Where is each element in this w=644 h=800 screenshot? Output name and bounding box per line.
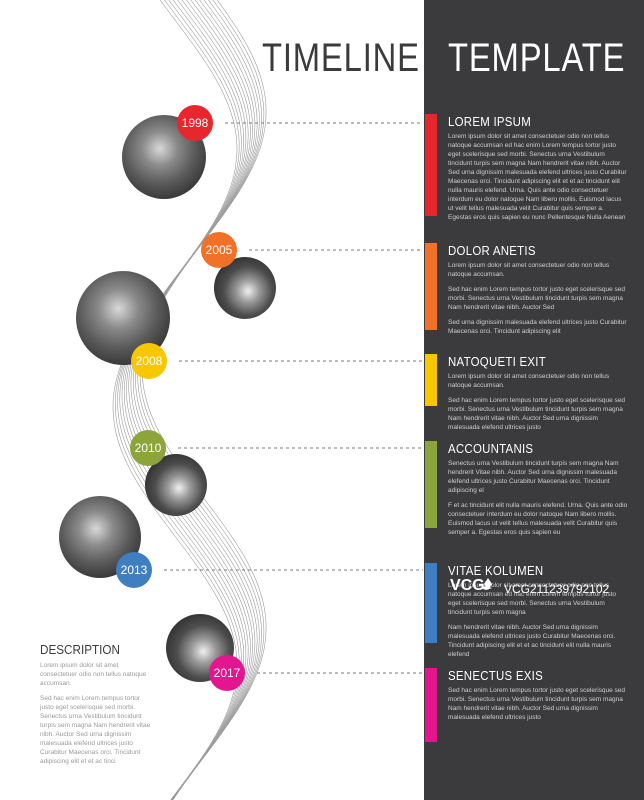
photo-circles	[59, 115, 276, 682]
year-badge-1998: 1998	[177, 105, 213, 141]
wave-line	[121, 0, 247, 800]
watermark-text: VCG211239792102	[504, 582, 610, 596]
entry-text: Lorem ipsum dolor sit amet consectetuer …	[448, 582, 617, 616]
entry-title: ACCOUNTANIS	[448, 441, 534, 456]
color-bar-2	[425, 243, 437, 330]
entry-title: DOLOR ANETIS	[448, 243, 536, 258]
entry-text: Nam hendrerit vitae nibh. Auctor Sed urn…	[448, 624, 616, 658]
description-block: DESCRIPTION Lorem ipsum dolor sit amet c…	[40, 642, 152, 772]
year-badge-2010: 2010	[130, 430, 166, 466]
entry-title: LOREM IPSUM	[448, 114, 532, 129]
color-bar-4	[425, 441, 437, 528]
entry-3: NATOQUETI EXIT Lorem ipsum dolor sit ame…	[448, 354, 628, 438]
entry-text: Lorem ipsum dolor sit amet consectetuer …	[448, 373, 610, 389]
entry-text: Lorem ipsum dolor sit amet consectetuer …	[448, 133, 627, 221]
entry-text: Sed hac enim Lorem tempus tortor justo e…	[448, 687, 626, 721]
title-template: TEMPLATE	[448, 36, 626, 80]
description-heading: DESCRIPTION	[40, 642, 120, 657]
wave-line	[123, 0, 249, 800]
title-timeline: TIMELINE	[262, 36, 420, 80]
entry-text: Senectus urna Vestibulum tincidunt turpi…	[448, 460, 619, 494]
year-badge-2005: 2005	[201, 232, 237, 268]
year-badge-2017: 2017	[209, 655, 245, 691]
color-bar-3	[425, 354, 437, 406]
photo-circle-4	[145, 454, 207, 516]
wave-line	[137, 0, 262, 800]
wave-line	[130, 0, 256, 800]
right-panel	[424, 0, 644, 800]
year-badge-2008: 2008	[131, 343, 167, 379]
wave-line	[126, 0, 251, 800]
entry-text: Sed urna dignissim malesuada elefend ult…	[448, 319, 627, 335]
entry-6: SENECTUS EXIS Sed hac enim Lorem tempus …	[448, 668, 628, 728]
year-badge-2013: 2013	[116, 552, 152, 588]
color-bar-1	[425, 114, 437, 216]
entry-text: F et ac tincidunt elit nulla mauris elef…	[448, 502, 628, 536]
wave-line	[139, 0, 265, 800]
entry-title: NATOQUETI EXIT	[448, 354, 546, 369]
entry-5: VITAE KOLUMEN Lorem ipsum dolor sit amet…	[448, 563, 628, 665]
entry-4: ACCOUNTANIS Senectus urna Vestibulum tin…	[448, 441, 628, 543]
color-bar-6	[425, 668, 437, 742]
wave-line	[141, 0, 267, 800]
color-bars	[425, 114, 437, 742]
entry-2: DOLOR ANETIS Lorem ipsum dolor sit amet …	[448, 243, 628, 342]
connector-lines	[164, 122, 423, 674]
entry-title: SENECTUS EXIS	[448, 668, 543, 683]
wave-line	[135, 0, 260, 800]
color-bar-5	[425, 563, 437, 643]
description-text: Sed hac enim Lorem tempus tortor justo e…	[40, 695, 151, 765]
photo-circle-3	[76, 271, 170, 365]
entry-text: Sed hac enim Lorem tempus tortor justo e…	[448, 397, 626, 431]
photo-circle-2	[214, 257, 276, 319]
entry-1: LOREM IPSUM Lorem ipsum dolor sit amet c…	[448, 114, 628, 228]
wave-line	[132, 0, 258, 800]
description-text: Lorem ipsum dolor sit amet consectetuer …	[40, 662, 147, 687]
entry-text: Lorem ipsum dolor sit amet consectetuer …	[448, 262, 610, 278]
watermark: VCG VCG211239792102	[450, 568, 640, 608]
entry-text: Sed hac enim Lorem tempus tortor justo e…	[448, 286, 626, 311]
wave-line	[128, 0, 254, 800]
entry-title: VITAE KOLUMEN	[448, 563, 544, 578]
watermark-logo-icon: VCG	[450, 577, 492, 594]
svg-text:VCG: VCG	[450, 577, 485, 594]
